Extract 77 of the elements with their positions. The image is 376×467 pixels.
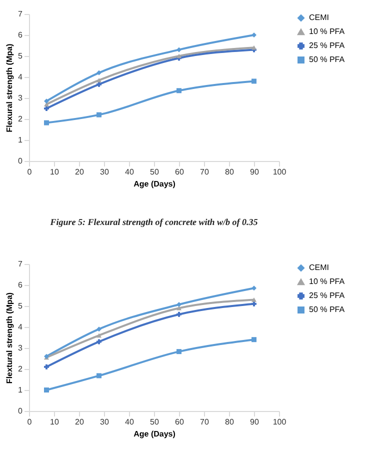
x-tick-label: 50 — [150, 418, 160, 426]
point — [252, 337, 256, 342]
point — [176, 312, 182, 317]
x-tick-label: 10 — [50, 418, 60, 426]
x-tick-label: 0 — [27, 168, 32, 176]
y-tick-label: 3 — [18, 344, 24, 352]
y-tick-label: 4 — [18, 322, 24, 332]
point — [96, 112, 102, 118]
x-tick-label: 90 — [250, 418, 260, 426]
point — [44, 388, 49, 392]
legend-label: 25 % PFA — [309, 291, 346, 300]
y-tick-label: 6 — [18, 30, 24, 40]
point — [176, 54, 182, 58]
legend-label: CEMI — [309, 13, 329, 22]
point — [252, 78, 256, 84]
y-axis-title: Flextural strength (Mpa) — [5, 292, 14, 384]
point — [96, 82, 102, 87]
x-tick-label: 60 — [175, 168, 184, 176]
legend-label: 50 % PFA — [309, 305, 346, 314]
point — [252, 45, 256, 50]
point — [176, 349, 182, 354]
point — [176, 88, 182, 94]
legend-label: 10 % PFA — [309, 27, 346, 36]
caption: Figure 5: Flexural strength of concrete with w/b of 0.35 — [49, 217, 258, 227]
y-tick-label: 7 — [18, 10, 24, 18]
x-tick-label: 50 — [150, 168, 160, 176]
x-tick-label: 100 — [272, 168, 287, 176]
x-axis-title: Age (Days) — [134, 180, 176, 188]
legend-label: 10 % PFA — [309, 277, 346, 286]
y-tick-label: 6 — [18, 280, 24, 290]
point — [96, 78, 102, 82]
point — [252, 298, 256, 302]
y-tick-label: 2 — [18, 114, 24, 124]
x-tick-label: 70 — [200, 168, 210, 176]
point — [44, 364, 49, 370]
x-tick-label: 10 — [50, 168, 60, 176]
x-tick-label: 70 — [200, 418, 210, 426]
x-tick-label: 40 — [125, 168, 134, 176]
y-tick-label: 1 — [18, 386, 24, 394]
point — [44, 120, 49, 126]
x-tick-label: 60 — [175, 418, 184, 426]
x-tick-label: 0 — [27, 418, 32, 426]
x-tick-label: 80 — [225, 418, 234, 426]
y-tick-label: 5 — [18, 52, 24, 60]
x-tick-label: 100 — [272, 418, 287, 426]
y-tick-label: 1 — [18, 136, 24, 144]
y-tick-label: 5 — [18, 302, 24, 310]
point — [96, 373, 102, 378]
x-tick-label: 40 — [125, 418, 134, 426]
x-tick-label: 20 — [75, 418, 84, 426]
x-tick-label: 80 — [225, 168, 234, 176]
x-tick-label: 20 — [75, 168, 84, 176]
point — [96, 70, 102, 76]
x-tick-label: 30 — [100, 418, 110, 426]
y-tick-label: 7 — [18, 260, 24, 268]
point — [252, 301, 256, 306]
y-tick-label: 0 — [18, 156, 24, 166]
y-tick-label: 2 — [18, 364, 24, 374]
point — [176, 47, 182, 52]
x-tick-label: 30 — [100, 168, 110, 176]
point — [44, 106, 49, 111]
y-axis-title: Flexural strength (Mpa) — [5, 43, 14, 132]
point — [96, 326, 102, 332]
x-axis-title: Age (Days) — [134, 430, 176, 438]
y-tick-label: 4 — [18, 72, 24, 82]
y-tick-label: 3 — [18, 94, 24, 102]
point — [96, 339, 102, 344]
legend-label: 50 % PFA — [309, 55, 346, 64]
point — [96, 333, 102, 338]
point — [44, 98, 49, 104]
x-tick-label: 90 — [250, 168, 260, 176]
legend-label: 25 % PFA — [309, 41, 346, 50]
legend-label: CEMI — [309, 263, 329, 272]
point — [252, 32, 256, 38]
y-tick-label: 0 — [18, 406, 24, 416]
point — [176, 302, 182, 308]
point — [252, 286, 256, 291]
